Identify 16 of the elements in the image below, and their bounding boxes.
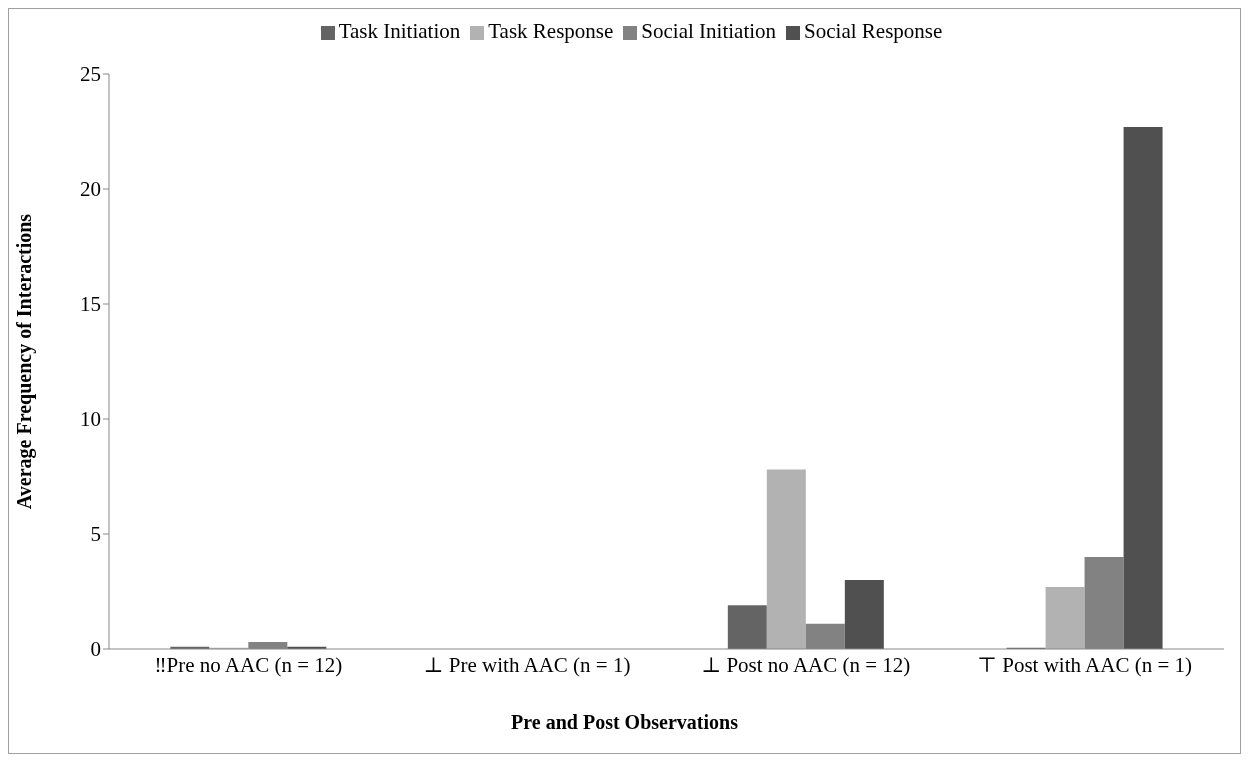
legend-label: Social Response	[804, 19, 943, 43]
y-tick-label: 5	[90, 522, 101, 547]
y-tick-label: 15	[80, 292, 101, 317]
y-axis-title: Average Frequency of Interactions	[13, 213, 37, 510]
x-tick-label: ⊤ Post with AAC (n = 1)	[977, 652, 1193, 677]
x-axis-title: Pre and Post Observations	[510, 711, 739, 734]
y-tick-label: 20	[80, 177, 101, 202]
legend-label: Social Initiation	[641, 19, 777, 43]
x-tick-label: ⊥ Pre with AAC (n = 1)	[423, 652, 631, 677]
y-tick-label: 0	[90, 637, 101, 662]
x-tick-label: ‼Pre no AAC (n = 12)	[154, 652, 343, 677]
legend-label: Task Initiation	[338, 19, 461, 43]
legend-label: Task Response	[488, 19, 614, 43]
y-tick-label: 10	[80, 407, 101, 432]
y-tick-label: 25	[80, 62, 101, 87]
x-tick-label: ⊥ Post no AAC (n = 12)	[701, 652, 911, 677]
